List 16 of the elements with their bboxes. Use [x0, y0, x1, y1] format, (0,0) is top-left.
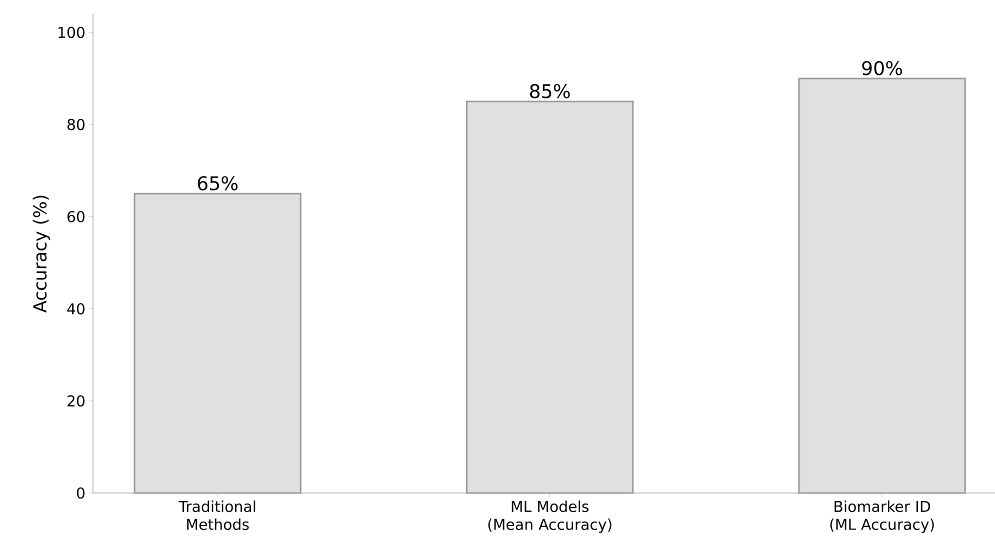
bar	[466, 100, 634, 494]
y-tick-label: 20	[68, 395, 84, 407]
data-label: 85%	[530, 84, 570, 98]
x-tick-label: Traditional Methods	[178, 500, 256, 530]
y-tick-label: 0	[76, 487, 84, 499]
y-tick-label: 60	[68, 210, 84, 222]
data-label: 90%	[862, 60, 902, 76]
y-tick-label: 100	[58, 26, 84, 38]
y-axis-title: Accuracy (%)	[32, 196, 50, 313]
data-label: 65%	[198, 176, 238, 190]
y-tick-label: 40	[67, 303, 84, 314]
x-tick-label: Biomarker ID (ML Accuracy)	[830, 500, 934, 533]
bar	[798, 78, 966, 494]
x-tick-label: ML Models (Mean Accuracy)	[488, 500, 612, 533]
bar	[134, 192, 302, 494]
y-tick-label: 80	[67, 118, 84, 130]
